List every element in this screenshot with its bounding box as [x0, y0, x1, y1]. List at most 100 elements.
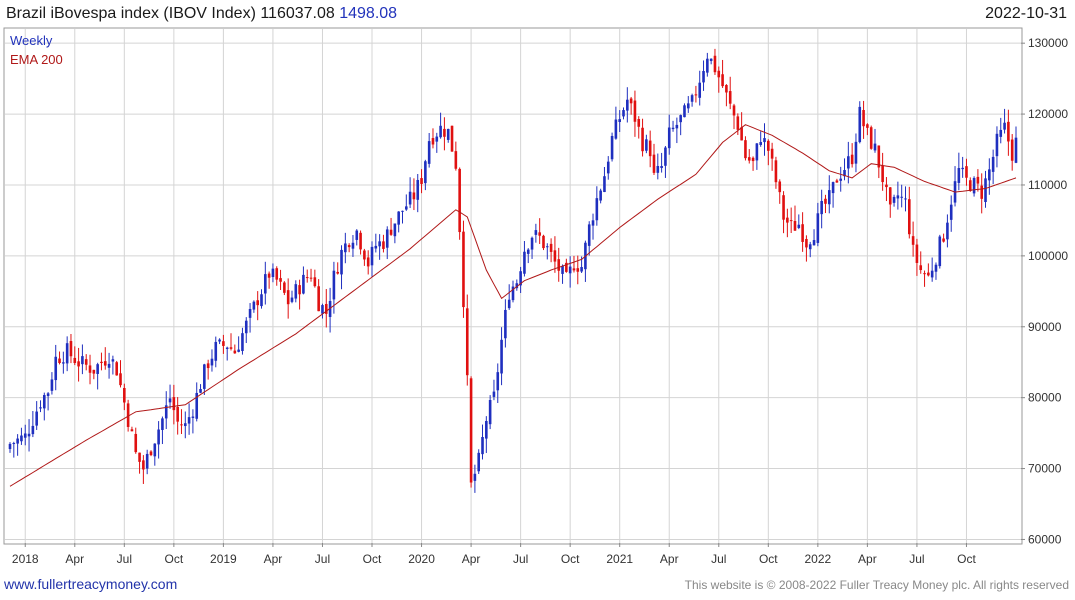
candle-body — [671, 127, 675, 130]
candle-body — [732, 105, 736, 116]
candle-body — [46, 393, 50, 396]
copyright-text: This website is © 2008-2022 Fuller Treac… — [684, 578, 1069, 592]
candle-body — [454, 151, 458, 169]
candle-body — [873, 143, 877, 151]
candle-body — [138, 452, 141, 462]
candle-body — [62, 362, 65, 364]
x-tick-label: 2021 — [606, 552, 633, 566]
candle-body — [827, 190, 831, 205]
candle-body — [740, 127, 743, 141]
candle-body — [957, 168, 961, 183]
candle-body — [565, 262, 568, 272]
candle-body — [946, 222, 949, 240]
y-tick-label: 100000 — [1028, 249, 1068, 263]
candle-body — [667, 127, 671, 149]
candle-body — [16, 438, 19, 444]
candle-body — [606, 161, 610, 174]
candle-body — [847, 156, 850, 169]
candle-body — [408, 191, 412, 205]
candle-body — [279, 278, 282, 282]
ema-200-line — [9, 124, 1017, 487]
candle-body — [481, 436, 484, 455]
candle-body — [336, 271, 340, 274]
candle-body — [237, 349, 240, 352]
candle-body — [866, 124, 869, 128]
x-tick-label: Apr — [65, 552, 84, 566]
x-tick-label: Oct — [165, 552, 184, 566]
candle-body — [900, 196, 903, 198]
candle-body — [713, 55, 717, 73]
candle-body — [256, 300, 259, 306]
candle-body — [744, 140, 747, 159]
candle-body — [183, 423, 187, 427]
candle-body — [500, 339, 503, 374]
candle-body — [679, 115, 682, 123]
candle-body — [965, 166, 968, 178]
candle-body — [214, 341, 218, 361]
candle-body — [145, 453, 149, 469]
candle-body — [797, 224, 801, 228]
candle-body — [412, 192, 416, 200]
x-tick-label: 2018 — [12, 552, 39, 566]
candle-body — [431, 138, 435, 145]
candle-body — [153, 443, 157, 457]
candle-body — [206, 363, 210, 369]
candle-body — [248, 308, 252, 318]
candle-body — [622, 110, 625, 117]
candle-body — [721, 74, 724, 87]
candles — [8, 48, 1018, 493]
candle-body — [767, 140, 770, 151]
candle-body — [999, 129, 1003, 137]
y-tick-label: 90000 — [1028, 320, 1062, 334]
candle-body — [904, 198, 907, 200]
price-change: 1498.08 — [339, 5, 398, 22]
candle-body — [401, 210, 404, 212]
candle-body — [351, 242, 355, 249]
candle-body — [73, 357, 77, 364]
candle-body — [324, 303, 328, 314]
candle-body — [172, 397, 176, 411]
candle-body — [507, 299, 511, 309]
x-tick-label: Oct — [957, 552, 976, 566]
candle-body — [542, 235, 545, 249]
x-tick-label: Oct — [363, 552, 382, 566]
candle-body — [698, 82, 702, 98]
candle-body — [843, 170, 846, 177]
candle-body — [225, 347, 229, 349]
site-link[interactable]: www.fullertreacymoney.com — [4, 576, 178, 592]
x-tick-label: Jul — [315, 552, 330, 566]
candle-body — [260, 294, 263, 307]
candle-body — [808, 244, 812, 250]
candle-body — [519, 271, 522, 286]
candle-body — [938, 236, 942, 267]
candle-body — [770, 148, 774, 159]
candle-body — [477, 452, 481, 472]
candle-body — [915, 244, 919, 263]
candle-body — [229, 347, 233, 349]
candle-body — [706, 58, 709, 73]
candle-body — [530, 237, 534, 250]
candle-body — [233, 350, 237, 354]
candle-body — [31, 425, 35, 435]
candle-body — [919, 265, 923, 271]
candle-body — [816, 213, 820, 243]
candle-body — [427, 141, 431, 164]
x-axis: 2018 Apr Jul Oct 2019 Apr Jul Oct 2020 Apr Jul Oct 2… — [12, 543, 976, 566]
candle-body — [614, 119, 618, 139]
candle-body — [473, 473, 477, 481]
candle-body — [968, 180, 972, 192]
candle-body — [378, 241, 381, 247]
x-tick-label: 2020 — [408, 552, 435, 566]
candle-body — [888, 187, 892, 205]
candle-body — [420, 178, 423, 184]
candle-body — [805, 238, 808, 248]
candle-body — [774, 160, 778, 183]
candle-body — [835, 180, 839, 183]
chart-title: Brazil iBovespa index (IBOV Index) 11603… — [6, 5, 397, 23]
candle-body — [443, 128, 446, 137]
candle-body — [690, 95, 694, 102]
candle-body — [458, 168, 461, 233]
candle-body — [728, 91, 732, 104]
candle-body — [599, 190, 602, 201]
candle-body — [252, 301, 256, 310]
